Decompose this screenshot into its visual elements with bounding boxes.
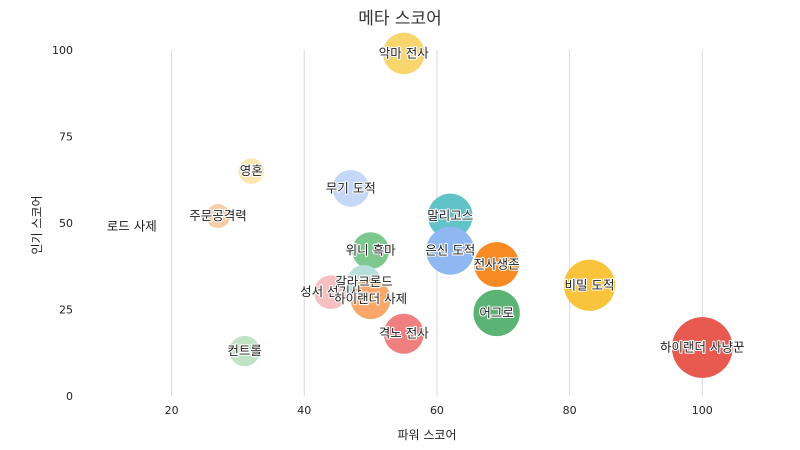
chart-title: 메타 스코어 [358, 9, 442, 29]
bubble [382, 32, 425, 75]
bubble [383, 313, 424, 354]
y-tick-label: 100 [52, 44, 73, 57]
bubble-label: 갈라크론드 [335, 274, 393, 289]
y-tick-label: 50 [59, 217, 73, 230]
bubble [332, 170, 370, 207]
bubble-label: 주문공격력 [189, 208, 247, 223]
x-tick-label: 40 [297, 404, 311, 417]
bubble-label: 하이랜더 사제 [334, 291, 407, 306]
x-tick-label: 80 [563, 404, 577, 417]
bubble [352, 232, 390, 270]
bubble [314, 275, 348, 310]
x-tick-label: 60 [430, 404, 444, 417]
bubble [350, 279, 391, 320]
y-tick-label: 75 [59, 131, 73, 144]
bubble-label: 영혼 [240, 163, 263, 178]
bubble [238, 158, 265, 184]
bubble-label: 어그로 [479, 305, 514, 320]
bubble-label: 로드 사제 [107, 218, 157, 233]
y-axis-label: 인기 스코어 [30, 195, 44, 254]
bubble [427, 193, 473, 239]
y-tick-label: 25 [59, 304, 73, 317]
bubble-label: 컨트롤 [227, 343, 262, 358]
bubble [206, 204, 231, 229]
x-tick-label: 100 [692, 404, 713, 417]
x-axis-label: 파워 스코어 [397, 428, 456, 442]
bubble-label: 위니 흑마 [346, 243, 396, 258]
bubble-label: 비밀 도적 [565, 277, 615, 292]
axis-ticks: 20 40 60 80 100 0 25 50 75 100 [52, 44, 713, 417]
bubbles [206, 32, 733, 378]
bubble [563, 259, 616, 311]
bubble-label: 전사생존 [474, 257, 520, 272]
bubble [426, 226, 475, 275]
bubble [473, 289, 520, 337]
y-tick-label: 0 [66, 390, 73, 403]
bubble [474, 242, 520, 287]
bubble-label: 하이랜더 사냥꾼 [660, 340, 744, 355]
bubble-label: 성서 선기사 [300, 284, 362, 299]
bubble-label: 격노 전사 [379, 326, 429, 341]
bubble-label: 말리고스 [427, 208, 473, 223]
bubble [671, 317, 733, 378]
x-tick-label: 20 [165, 404, 179, 417]
bubble-label: 악마 전사 [379, 45, 429, 60]
bubble-label: 무기 도적 [326, 180, 376, 195]
bubble-label: 은신 도적 [425, 243, 475, 258]
bubble [229, 335, 260, 367]
